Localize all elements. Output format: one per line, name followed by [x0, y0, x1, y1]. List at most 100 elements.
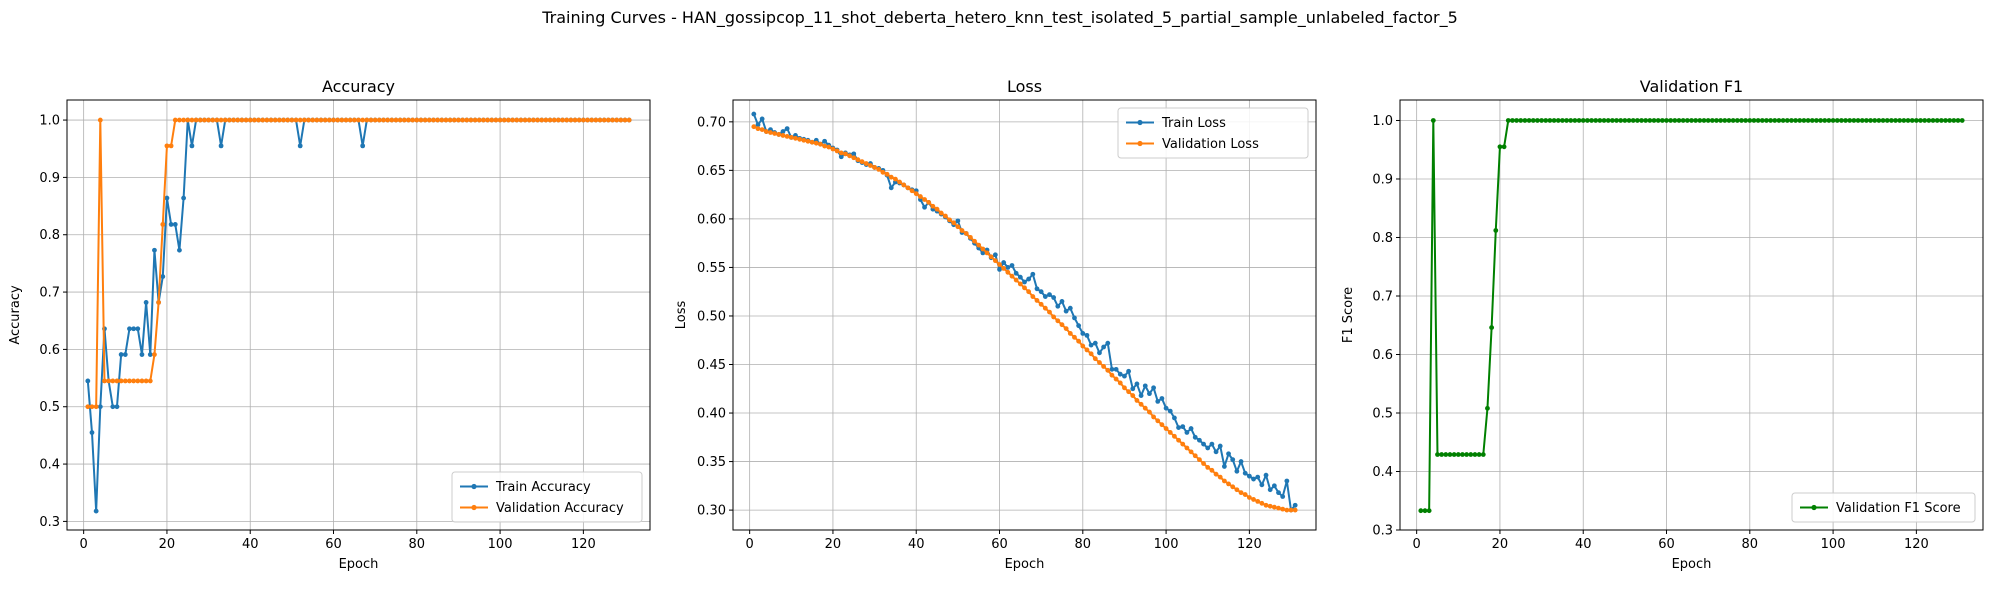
data-point [830, 146, 836, 152]
data-point [1547, 118, 1553, 123]
data-point [1618, 118, 1624, 123]
data-point [222, 117, 228, 123]
data-point [1217, 474, 1223, 480]
x-tick-label: 80 [1742, 537, 1759, 552]
data-point [1201, 461, 1206, 466]
data-point [1839, 118, 1844, 123]
data-point [1947, 118, 1953, 123]
data-point [485, 117, 490, 123]
data-point [276, 117, 282, 123]
data-point [1117, 371, 1123, 377]
data-point [1922, 118, 1928, 123]
data-point [339, 117, 345, 123]
data-point [1221, 478, 1227, 484]
data-point [489, 117, 495, 123]
data-point [1142, 405, 1148, 411]
data-point [1242, 492, 1248, 497]
data-point [514, 117, 520, 123]
data-point [1893, 118, 1898, 123]
data-point [1276, 505, 1281, 511]
data-point [947, 217, 952, 223]
data-point [1714, 118, 1719, 123]
data-point [626, 117, 632, 123]
series-line [87, 119, 630, 408]
data-point [243, 117, 249, 123]
data-point [601, 117, 607, 123]
data-point [1026, 276, 1032, 282]
data-point [364, 117, 370, 123]
data-point [1009, 263, 1015, 268]
data-point [1884, 118, 1890, 123]
data-point [1751, 118, 1757, 123]
x-tick-label: 60 [1658, 537, 1675, 552]
y-tick-label: 0.55 [697, 261, 726, 276]
data-point [160, 222, 166, 227]
data-point [493, 117, 499, 123]
data-point [1551, 118, 1557, 123]
data-point [1084, 332, 1090, 338]
data-point [127, 326, 132, 332]
data-point [568, 117, 574, 123]
data-point [1055, 318, 1061, 324]
data-point [1564, 118, 1569, 123]
data-point [834, 148, 840, 154]
data-point [1017, 281, 1023, 287]
legend-marker [1137, 140, 1143, 147]
data-point [1017, 274, 1023, 280]
data-point [1655, 118, 1661, 123]
data-point [172, 222, 178, 227]
data-point [901, 182, 907, 188]
data-point [1047, 309, 1052, 315]
data-point [1664, 118, 1669, 123]
data-point [1271, 483, 1277, 489]
data-point [1101, 344, 1107, 350]
data-point [572, 117, 578, 123]
data-point [301, 117, 307, 123]
data-point [888, 185, 894, 191]
x-tick-label: 60 [325, 537, 342, 552]
data-point [164, 143, 170, 149]
data-point [1830, 118, 1836, 123]
data-point [618, 117, 624, 123]
data-point [426, 117, 432, 123]
data-point [1251, 497, 1256, 502]
data-point [1267, 503, 1273, 509]
data-point [1034, 298, 1040, 303]
data-point [97, 404, 103, 410]
data-point [351, 117, 357, 123]
data-point [1034, 286, 1040, 292]
data-point [102, 378, 107, 384]
data-point [1776, 118, 1782, 123]
data-point [1864, 118, 1869, 123]
data-point [214, 117, 220, 123]
data-point [872, 165, 877, 170]
data-point [526, 117, 532, 123]
data-point [497, 117, 503, 123]
data-point [231, 117, 236, 123]
data-point [1601, 118, 1607, 123]
data-point [235, 117, 241, 123]
data-point [1913, 118, 1919, 123]
data-point [1797, 118, 1803, 123]
data-point [1526, 118, 1532, 123]
data-point [1055, 303, 1061, 309]
data-point [131, 326, 137, 332]
data-point [106, 378, 112, 384]
data-point [127, 378, 132, 384]
data-point [1780, 118, 1786, 123]
data-point [560, 117, 565, 123]
data-point [164, 195, 170, 201]
data-point [1843, 118, 1848, 123]
data-point [1464, 452, 1470, 457]
x-axis-label: Epoch [1672, 557, 1712, 572]
data-point [1560, 118, 1565, 123]
data-point [118, 352, 124, 357]
data-point [443, 117, 449, 123]
y-tick-label: 0.30 [697, 504, 726, 519]
data-point [922, 204, 927, 210]
data-point [447, 117, 453, 123]
data-point [847, 153, 852, 159]
data-point [926, 200, 932, 205]
data-point [884, 171, 890, 177]
data-point [1059, 322, 1065, 328]
